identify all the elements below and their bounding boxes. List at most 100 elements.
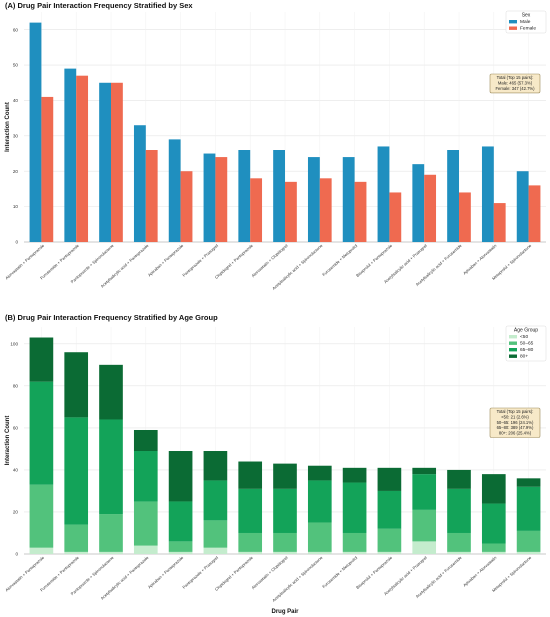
bar-segment-age-2 [412,474,437,510]
bar-male [307,157,320,242]
y-tick-label: 40 [13,98,19,103]
bar-male [99,82,111,243]
bar-segment-age-0 [273,551,297,554]
bar-female [76,75,89,242]
bar-segment-age-2 [29,381,54,485]
bar-female [528,185,541,242]
y-tick-label: 30 [13,133,19,138]
y-axis-label: Interaction Count [5,416,11,466]
bar-segment-age-2 [307,480,332,523]
bar-female [424,174,437,242]
bar-segment-age-3 [238,461,263,489]
annotation-line: <50: 21 (2.6%) [501,415,529,420]
legend-swatch [509,341,517,345]
bar-male [238,150,251,242]
x-tick-label: Clopidogrel + Pantoprazole [214,555,255,592]
x-tick-label: Atorvastatin + Clopidogrel [250,243,288,278]
bar-segment-age-1 [307,522,332,552]
bar-segment-age-0 [238,551,263,554]
y-tick-label: 20 [13,510,19,515]
bar-segment-age-0 [29,547,54,554]
x-tick-label: Pantoprazole + Prasugrel [181,555,219,590]
bar-segment-age-2 [342,482,367,533]
annotation-line: Male: 465 (57.3%) [498,81,533,86]
y-tick-label: 80 [13,383,19,388]
bar-segment-age-0 [342,551,367,554]
legend-swatch [509,348,517,352]
bar-female [389,192,402,242]
bar-segment-age-2 [168,501,193,542]
bar-male [203,153,216,242]
y-tick-label: 60 [13,425,19,430]
panel-b-age: (B) Drug Pair Interaction Frequency Stra… [4,313,547,615]
bar-male [133,125,146,242]
bar-segment-age-1 [99,514,123,552]
x-axis-label: Drug Pair [271,609,299,615]
bar-segment-age-2 [516,486,541,531]
bar-male [377,146,390,242]
bar-male [516,171,529,242]
bar-segment-age-3 [412,467,437,475]
bar-segment-age-3 [342,467,367,483]
annotation-line: 50–65: 196 (24.1%) [497,420,534,425]
bar-segment-age-3 [99,364,123,420]
x-tick-label: Furosemide + Pantoprazole [39,243,80,281]
bar-segment-age-0 [516,551,541,554]
bar-segment-age-2 [133,451,158,502]
y-tick-label: 20 [13,169,19,174]
legend-label: 50–65 [520,341,534,347]
x-tick-label: Furosemide + Pantoprazole [39,555,80,593]
bar-male [447,150,459,242]
bar-segment-age-2 [447,488,471,533]
bar-female [354,181,367,242]
bar-segment-age-1 [64,524,89,552]
annotation-box [489,407,541,438]
bar-segment-age-2 [377,490,402,529]
bar-female [145,150,158,242]
legend-label: Female [520,26,536,32]
totals-annotation: Total (Top 15 pairs):<50: 21 (2.6%)50–65… [489,407,541,438]
bar-male [342,157,355,242]
bar-segment-age-3 [377,467,402,491]
x-tick-label: Furosemide + Metoprolol [321,243,358,277]
bar-segment-age-0 [133,545,158,554]
x-tick-label: Furosemide + Metoprolol [321,555,358,589]
x-tick-label: Clopidogrel + Pantoprazole [214,243,255,280]
x-tick-label: Apixaban + Pantoprazole [147,555,185,590]
bar-segment-age-0 [307,551,332,554]
panel-a-sex: (A) Drug Pair Interaction Frequency Stra… [4,1,547,291]
bar-segment-age-0 [203,547,228,554]
y-tick-label: 60 [13,27,19,32]
legend-label: <50 [520,334,528,340]
bar-segment-age-1 [203,520,228,548]
panel-title: (A) Drug Pair Interaction Frequency Stra… [5,1,193,10]
y-tick-label: 0 [15,552,18,557]
bar-male [64,68,77,242]
bar-segment-age-1 [412,509,437,542]
y-axis-label: Interaction Count [5,102,11,152]
y-tick-label: 100 [10,341,18,346]
x-tick-label: Bisoprolol + Pantoprazole [355,555,394,590]
bar-segment-age-0 [168,551,193,554]
x-tick-label: Atorvastatin + Pantoprazole [4,555,45,593]
panel-title: (B) Drug Pair Interaction Frequency Stra… [5,313,218,322]
bar-segment-age-0 [447,551,471,554]
bar-male [168,139,181,242]
bar-segment-age-2 [273,488,297,533]
bar-segment-age-3 [481,474,506,504]
bar-female [250,178,263,242]
y-tick-label: 40 [13,468,19,473]
x-tick-label: Atorvastatin + Pantoprazole [4,243,45,281]
bar-segment-age-3 [516,478,541,487]
annotation-line: Total (Top 15 pairs): [497,409,534,414]
bar-segment-age-0 [64,551,89,554]
bar-segment-age-0 [99,551,123,554]
bar-segment-age-1 [238,532,263,552]
legend-label: Male [520,19,531,25]
bar-segment-age-3 [133,429,158,452]
bar-male [29,22,42,242]
bar-female [111,82,123,243]
bar-segment-age-1 [273,532,297,552]
